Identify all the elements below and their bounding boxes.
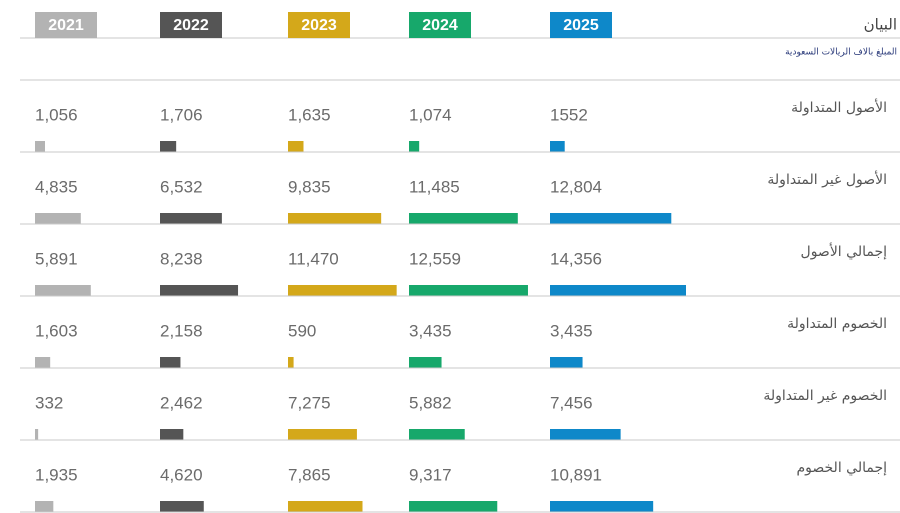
year-badge <box>160 12 222 38</box>
value-label: 11,470 <box>288 249 339 268</box>
year-badge <box>409 12 471 38</box>
value-label: 12,804 <box>550 177 602 196</box>
year-label: 2025 <box>563 17 599 34</box>
value-bar <box>160 141 177 152</box>
value-bar <box>35 285 91 296</box>
value-bar <box>550 501 654 512</box>
value-bar <box>35 357 51 368</box>
value-label: 11,485 <box>409 177 460 196</box>
value-label: 7,275 <box>288 393 331 412</box>
year-badge <box>35 12 97 38</box>
year-label: 2023 <box>301 17 337 34</box>
value-bar <box>35 501 54 512</box>
value-bar <box>35 141 46 152</box>
value-bar <box>288 429 357 440</box>
value-label: 9,835 <box>288 177 331 196</box>
value-bar <box>409 429 465 440</box>
value-label: 7,456 <box>550 393 593 412</box>
value-label: 14,356 <box>550 249 602 268</box>
value-bar <box>409 141 420 152</box>
value-label: 7,865 <box>288 465 331 484</box>
value-label: 10,891 <box>550 465 602 484</box>
year-label: 2021 <box>48 17 84 34</box>
value-bar <box>288 285 397 296</box>
value-bar <box>409 357 442 368</box>
value-label: 5,891 <box>35 249 78 268</box>
value-bar <box>35 429 39 440</box>
value-bar <box>550 429 621 440</box>
year-badge <box>550 12 612 38</box>
value-label: 9,317 <box>409 465 452 484</box>
value-label: 1,635 <box>288 105 331 124</box>
value-label: 5,882 <box>409 393 452 412</box>
value-bar <box>288 141 304 152</box>
value-bar <box>160 357 181 368</box>
year-badge <box>288 12 350 38</box>
value-label: 8,238 <box>160 249 203 268</box>
value-bar <box>288 213 382 224</box>
value-bar <box>35 213 81 224</box>
value-label: 3,435 <box>550 321 593 340</box>
value-bar <box>409 213 518 224</box>
value-label: 1,603 <box>35 321 78 340</box>
value-label: 1552 <box>550 105 588 124</box>
value-bar <box>409 501 498 512</box>
header-title: البيان <box>864 16 897 34</box>
value-bar <box>550 141 565 152</box>
value-label: 4,835 <box>35 177 78 196</box>
value-label: 1,935 <box>35 465 78 484</box>
value-label: 590 <box>288 321 316 340</box>
value-bar <box>160 213 222 224</box>
value-label: 1,056 <box>35 105 78 124</box>
row-label: الخصوم غير المتداولة <box>763 388 887 404</box>
value-label: 2,158 <box>160 321 203 340</box>
value-label: 12,559 <box>409 249 461 268</box>
value-label: 4,620 <box>160 465 203 484</box>
value-label: 1,706 <box>160 105 203 124</box>
value-label: 2,462 <box>160 393 203 412</box>
value-bar <box>160 501 204 512</box>
row-label: الأصول المتداولة <box>791 98 887 116</box>
row-label: الأصول غير المتداولة <box>767 170 887 188</box>
value-bar <box>288 501 363 512</box>
value-label: 332 <box>35 393 63 412</box>
value-bar <box>288 357 294 368</box>
value-bar <box>550 357 583 368</box>
value-bar <box>160 285 239 296</box>
header-subtitle: المبلغ بالاف الريالات السعودية <box>785 48 897 58</box>
value-bar <box>160 429 184 440</box>
value-label: 6,532 <box>160 177 203 196</box>
value-label: 1,074 <box>409 105 452 124</box>
row-label: الخصوم المتداولة <box>787 316 887 332</box>
row-label: إجمالي الخصوم <box>796 460 887 476</box>
year-label: 2022 <box>173 17 209 34</box>
value-bar <box>550 213 672 224</box>
row-label: إجمالي الأصول <box>801 242 888 260</box>
value-label: 3,435 <box>409 321 452 340</box>
year-label: 2024 <box>422 17 458 34</box>
value-bar <box>550 285 686 296</box>
value-bar <box>409 285 528 296</box>
